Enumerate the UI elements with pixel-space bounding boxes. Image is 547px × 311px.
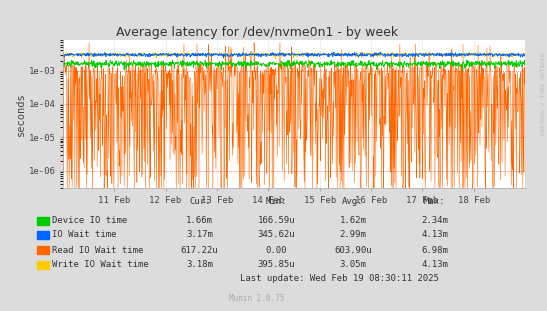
Text: 3.17m: 3.17m [186, 230, 213, 239]
Text: Max:: Max: [424, 197, 446, 206]
Text: 1.66m: 1.66m [186, 216, 213, 225]
Text: Avg:: Avg: [342, 197, 364, 206]
Text: RRDTOOL / TOBI OETIKER: RRDTOOL / TOBI OETIKER [541, 52, 546, 135]
Text: Device IO time: Device IO time [52, 216, 127, 225]
Text: Write IO Wait time: Write IO Wait time [52, 261, 149, 269]
Text: 6.98m: 6.98m [421, 246, 449, 255]
Text: 0.00: 0.00 [265, 246, 287, 255]
Text: 603.90u: 603.90u [334, 246, 371, 255]
Text: IO Wait time: IO Wait time [52, 230, 117, 239]
Text: 4.13m: 4.13m [421, 261, 449, 269]
Text: 2.34m: 2.34m [421, 216, 449, 225]
Text: 3.05m: 3.05m [339, 261, 366, 269]
Text: Average latency for /dev/nvme0n1 - by week: Average latency for /dev/nvme0n1 - by we… [116, 26, 398, 39]
Text: 166.59u: 166.59u [258, 216, 295, 225]
Text: 1.62m: 1.62m [339, 216, 366, 225]
Text: 395.85u: 395.85u [258, 261, 295, 269]
Text: 2.99m: 2.99m [339, 230, 366, 239]
Text: Munin 2.0.75: Munin 2.0.75 [229, 294, 285, 303]
Text: 4.13m: 4.13m [421, 230, 449, 239]
Text: 3.18m: 3.18m [186, 261, 213, 269]
Text: 617.22u: 617.22u [181, 246, 218, 255]
Text: Read IO Wait time: Read IO Wait time [52, 246, 143, 255]
Text: 345.62u: 345.62u [258, 230, 295, 239]
Text: Min:: Min: [265, 197, 287, 206]
Y-axis label: seconds: seconds [16, 92, 26, 136]
Text: Cur:: Cur: [189, 197, 211, 206]
Text: Last update: Wed Feb 19 08:30:11 2025: Last update: Wed Feb 19 08:30:11 2025 [240, 274, 439, 283]
